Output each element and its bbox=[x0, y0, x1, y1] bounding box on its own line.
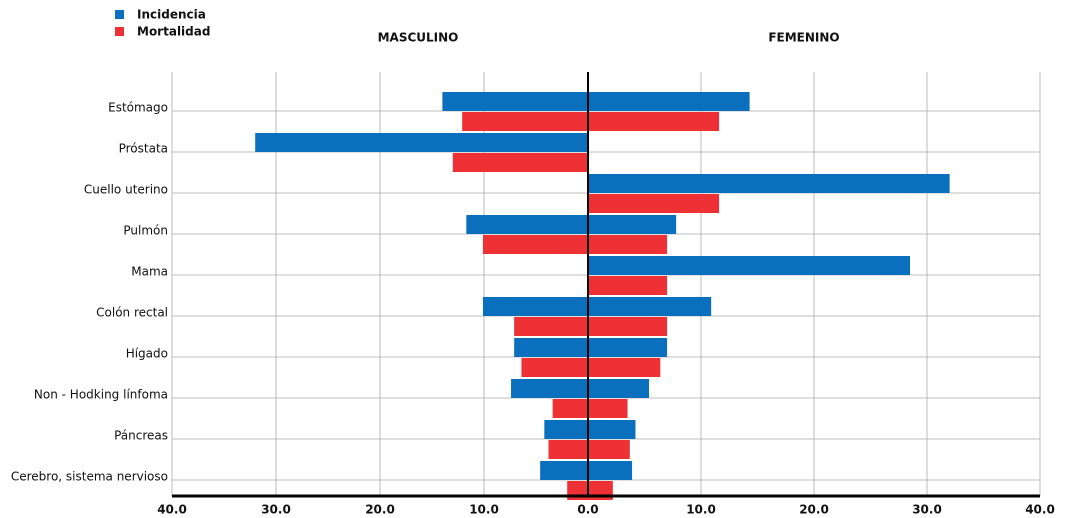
bar bbox=[540, 461, 588, 480]
bar bbox=[588, 461, 633, 480]
x-tick-label: 20.0 bbox=[365, 503, 395, 517]
legend-swatch bbox=[115, 10, 124, 19]
category-label: Cuello uterino bbox=[84, 183, 168, 197]
bar bbox=[521, 358, 588, 377]
bar bbox=[588, 174, 950, 193]
x-tick-label: 40.0 bbox=[1025, 503, 1055, 517]
bar bbox=[482, 235, 588, 254]
bar bbox=[588, 297, 712, 316]
bar bbox=[588, 235, 668, 254]
category-label: Hígado bbox=[126, 347, 168, 361]
bar bbox=[588, 399, 628, 418]
bar bbox=[544, 420, 588, 439]
bar bbox=[588, 358, 661, 377]
x-tick-label: 30.0 bbox=[261, 503, 291, 517]
legend-label: Incidencia bbox=[137, 8, 206, 22]
bar bbox=[588, 440, 630, 459]
bar bbox=[511, 379, 588, 398]
bar bbox=[462, 112, 588, 131]
bar bbox=[588, 276, 668, 295]
bar bbox=[588, 256, 911, 275]
bar bbox=[588, 92, 750, 111]
category-label: Cerebro, sistema nervioso bbox=[11, 470, 168, 484]
category-label: Colón rectal bbox=[96, 306, 168, 320]
category-label: Mama bbox=[131, 265, 168, 279]
bar bbox=[588, 379, 650, 398]
x-tick-label: 10.0 bbox=[469, 503, 499, 517]
side-title: MASCULINO bbox=[378, 31, 459, 45]
x-tick-label: 0.0 bbox=[577, 503, 598, 517]
x-tick-label: 20.0 bbox=[799, 503, 829, 517]
legend-swatch bbox=[115, 27, 124, 36]
category-label: Páncreas bbox=[114, 429, 168, 443]
category-label: Pulmón bbox=[123, 224, 168, 238]
bar bbox=[442, 92, 588, 111]
bar bbox=[514, 317, 588, 336]
bar bbox=[588, 317, 668, 336]
category-label: Próstata bbox=[119, 142, 168, 156]
bar bbox=[588, 112, 720, 131]
bar bbox=[482, 297, 588, 316]
bar bbox=[552, 399, 588, 418]
bar bbox=[548, 440, 588, 459]
x-tick-label: 40.0 bbox=[157, 503, 187, 517]
x-tick-label: 10.0 bbox=[686, 503, 716, 517]
legend-label: Mortalidad bbox=[137, 25, 210, 39]
category-label: Non - Hodking línfoma bbox=[34, 388, 168, 402]
bar bbox=[588, 338, 668, 357]
bar bbox=[588, 420, 636, 439]
bar bbox=[588, 215, 677, 234]
side-title: FEMENINO bbox=[768, 31, 839, 45]
bar bbox=[588, 194, 720, 213]
x-tick-label: 30.0 bbox=[912, 503, 942, 517]
bar bbox=[452, 153, 588, 172]
category-label: Estómago bbox=[108, 101, 168, 115]
bar bbox=[514, 338, 588, 357]
bar bbox=[466, 215, 588, 234]
bar bbox=[255, 133, 588, 152]
